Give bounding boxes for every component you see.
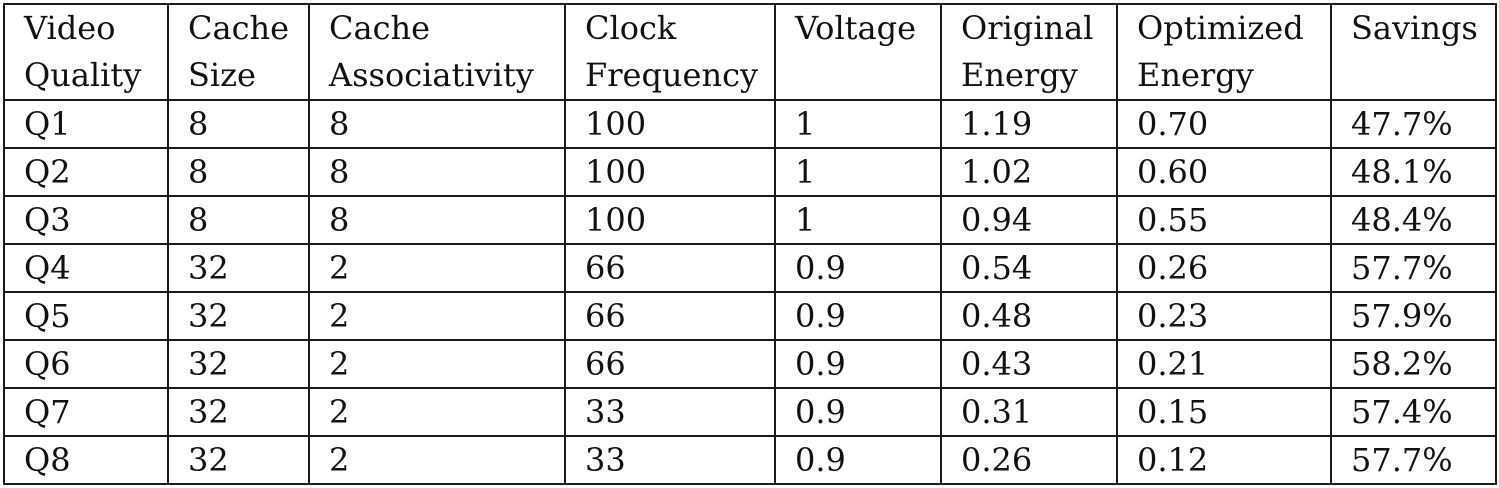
table-row: Q3 8 8 100 1 0.94 0.55 48.4% (3, 195, 1497, 245)
cell-cache-associativity: 2 (308, 339, 566, 389)
header-video-quality: Video Quality (3, 3, 169, 101)
cell-cache-size: 32 (167, 291, 310, 341)
table-row: Q6 32 2 66 0.9 0.43 0.21 58.2% (3, 339, 1497, 389)
cell-optimized-energy: 0.15 (1116, 387, 1332, 437)
header-row: Video Quality Cache Size Cache Associativit… (3, 3, 1497, 101)
cell-original-energy: 0.43 (940, 339, 1118, 389)
header-cache-size: Cache Size (167, 3, 310, 101)
header-clock-frequency: Clock Frequency (564, 3, 776, 101)
cell-video-quality: Q4 (3, 243, 169, 293)
cell-original-energy: 0.31 (940, 387, 1118, 437)
header-optimized-energy: Optimized Energy (1116, 3, 1332, 101)
cell-optimized-energy: 0.70 (1116, 99, 1332, 149)
header-cache-associativity: Cache Associativity (308, 3, 566, 101)
header-voltage: Voltage (774, 3, 942, 101)
cell-video-quality: Q3 (3, 195, 169, 245)
cell-clock-frequency: 33 (564, 435, 776, 485)
cell-voltage: 0.9 (774, 243, 942, 293)
cell-optimized-energy: 0.21 (1116, 339, 1332, 389)
cell-cache-size: 32 (167, 435, 310, 485)
cell-cache-associativity: 8 (308, 99, 566, 149)
cell-original-energy: 0.26 (940, 435, 1118, 485)
table-body: Q1 8 8 100 1 1.19 0.70 47.7% Q2 8 8 100 1 1.02 0.60 48.… (3, 99, 1497, 485)
cell-cache-size: 32 (167, 339, 310, 389)
cell-optimized-energy: 0.12 (1116, 435, 1332, 485)
cell-cache-associativity: 2 (308, 243, 566, 293)
cell-original-energy: 1.02 (940, 147, 1118, 197)
cell-original-energy: 0.54 (940, 243, 1118, 293)
cell-original-energy: 1.19 (940, 99, 1118, 149)
cell-clock-frequency: 33 (564, 387, 776, 437)
cell-cache-associativity: 2 (308, 435, 566, 485)
cell-original-energy: 0.94 (940, 195, 1118, 245)
header-original-energy: Original Energy (940, 3, 1118, 101)
cell-cache-associativity: 2 (308, 291, 566, 341)
cell-savings: 48.1% (1330, 147, 1497, 197)
cell-video-quality: Q1 (3, 99, 169, 149)
cell-original-energy: 0.48 (940, 291, 1118, 341)
header-savings: Savings (1330, 3, 1497, 101)
cell-cache-size: 8 (167, 147, 310, 197)
cell-cache-associativity: 2 (308, 387, 566, 437)
cell-optimized-energy: 0.26 (1116, 243, 1332, 293)
cell-clock-frequency: 66 (564, 243, 776, 293)
cell-voltage: 1 (774, 195, 942, 245)
cell-cache-size: 8 (167, 99, 310, 149)
cell-optimized-energy: 0.23 (1116, 291, 1332, 341)
cell-clock-frequency: 66 (564, 291, 776, 341)
cell-cache-size: 32 (167, 243, 310, 293)
cell-cache-associativity: 8 (308, 147, 566, 197)
cell-voltage: 1 (774, 99, 942, 149)
table-row: Q7 32 2 33 0.9 0.31 0.15 57.4% (3, 387, 1497, 437)
results-table: Video Quality Cache Size Cache Associativit… (3, 3, 1497, 485)
cell-clock-frequency: 100 (564, 195, 776, 245)
cell-clock-frequency: 100 (564, 99, 776, 149)
cell-voltage: 1 (774, 147, 942, 197)
cell-voltage: 0.9 (774, 387, 942, 437)
cell-cache-size: 32 (167, 387, 310, 437)
cell-savings: 57.4% (1330, 387, 1497, 437)
cell-savings: 47.7% (1330, 99, 1497, 149)
table-row: Q2 8 8 100 1 1.02 0.60 48.1% (3, 147, 1497, 197)
cell-savings: 48.4% (1330, 195, 1497, 245)
cell-video-quality: Q7 (3, 387, 169, 437)
cell-voltage: 0.9 (774, 339, 942, 389)
cell-optimized-energy: 0.60 (1116, 147, 1332, 197)
cell-voltage: 0.9 (774, 291, 942, 341)
table-container: Video Quality Cache Size Cache Associativit… (3, 3, 1497, 485)
cell-savings: 57.7% (1330, 435, 1497, 485)
cell-cache-associativity: 8 (308, 195, 566, 245)
table-row: Q4 32 2 66 0.9 0.54 0.26 57.7% (3, 243, 1497, 293)
cell-savings: 58.2% (1330, 339, 1497, 389)
cell-video-quality: Q8 (3, 435, 169, 485)
cell-optimized-energy: 0.55 (1116, 195, 1332, 245)
cell-cache-size: 8 (167, 195, 310, 245)
cell-clock-frequency: 66 (564, 339, 776, 389)
cell-video-quality: Q2 (3, 147, 169, 197)
table-row: Q8 32 2 33 0.9 0.26 0.12 57.7% (3, 435, 1497, 485)
cell-savings: 57.9% (1330, 291, 1497, 341)
cell-video-quality: Q5 (3, 291, 169, 341)
cell-clock-frequency: 100 (564, 147, 776, 197)
table-row: Q5 32 2 66 0.9 0.48 0.23 57.9% (3, 291, 1497, 341)
cell-video-quality: Q6 (3, 339, 169, 389)
table-row: Q1 8 8 100 1 1.19 0.70 47.7% (3, 99, 1497, 149)
cell-savings: 57.7% (1330, 243, 1497, 293)
cell-voltage: 0.9 (774, 435, 942, 485)
